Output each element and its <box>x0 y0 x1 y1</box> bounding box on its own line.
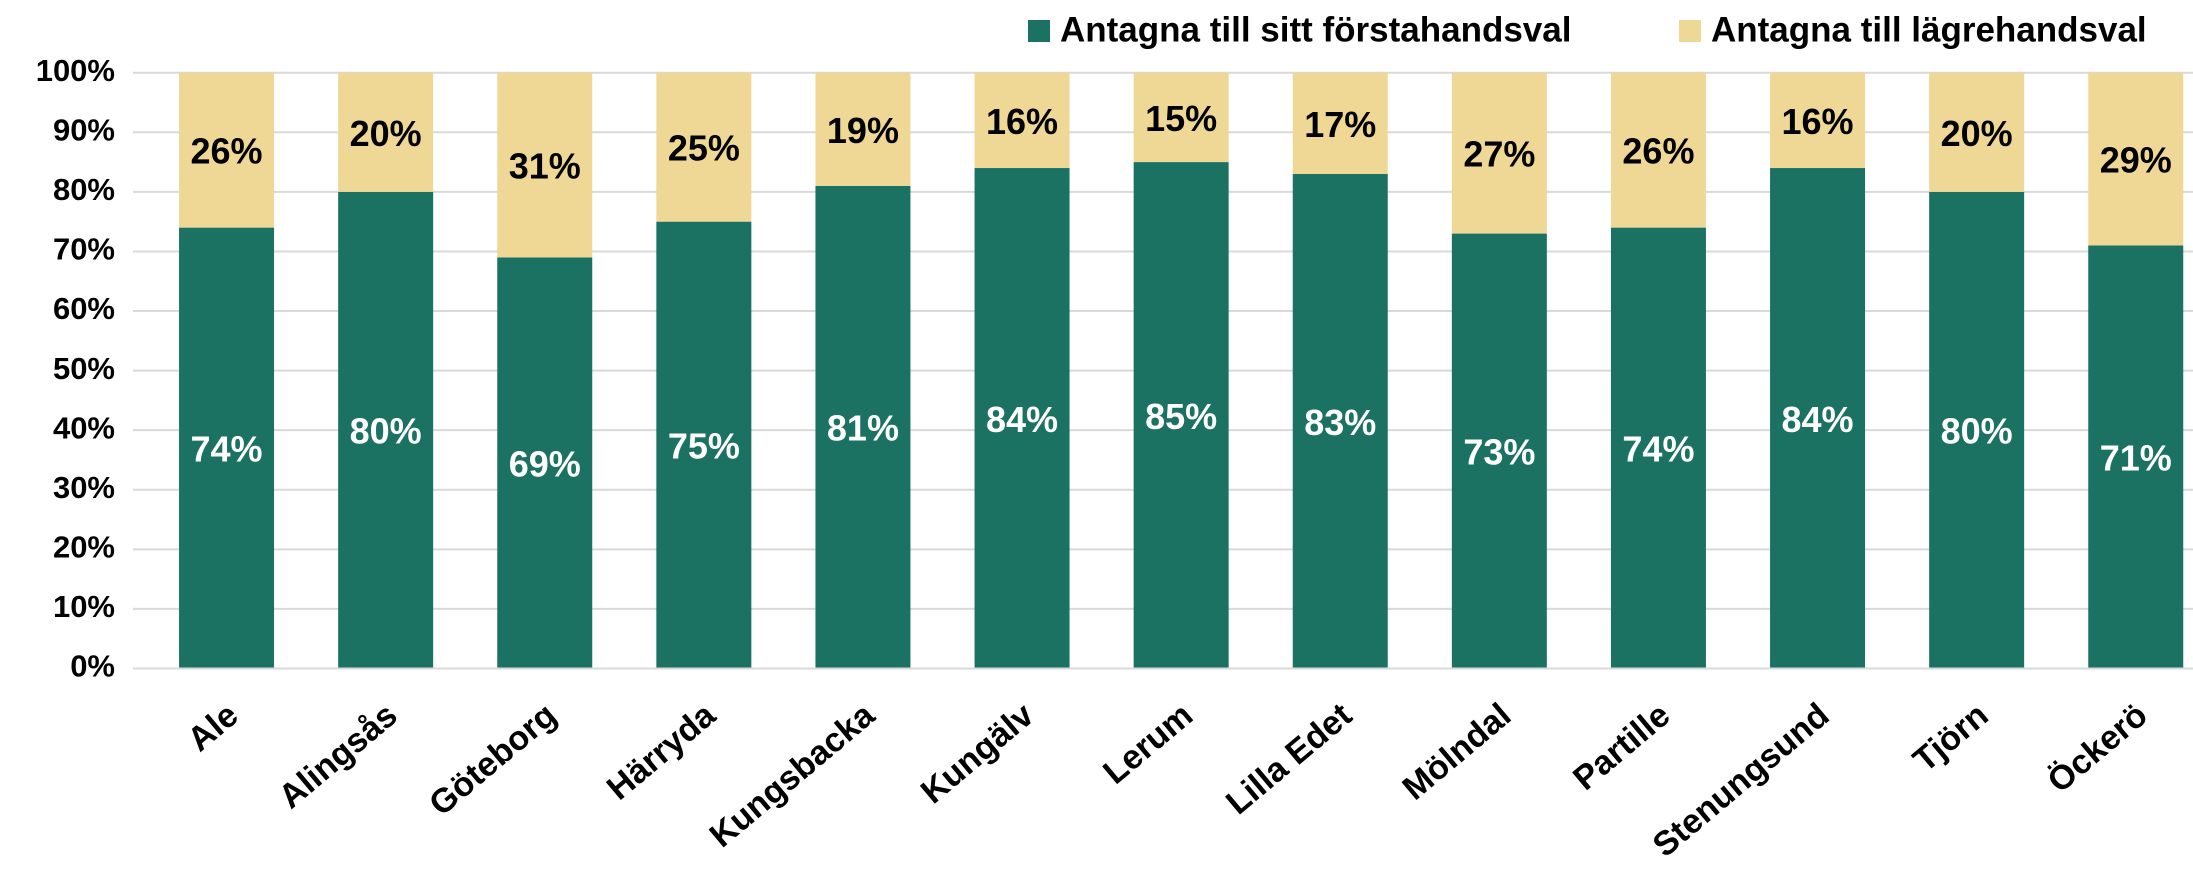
y-tick-label: 20% <box>53 530 115 565</box>
data-label: 85% <box>1145 396 1217 437</box>
bar-segment <box>656 221 752 669</box>
bar-segment <box>338 72 434 192</box>
data-label: 16% <box>1782 101 1854 142</box>
bar-segment <box>815 72 911 186</box>
x-tick-label: Öckerö <box>2040 696 2154 800</box>
bar-segment <box>1610 227 1706 669</box>
bar-segment <box>1770 168 1866 669</box>
legend-label: Antagna till lägrehandsval <box>1711 10 2147 49</box>
y-tick-label: 50% <box>53 351 115 386</box>
bar-segment <box>2088 72 2184 246</box>
data-label: 16% <box>986 101 1058 142</box>
data-label: 80% <box>1941 411 2013 452</box>
data-label: 25% <box>668 128 740 169</box>
data-label: 84% <box>986 399 1058 440</box>
data-label: 75% <box>668 426 740 467</box>
data-label: 26% <box>191 131 263 172</box>
x-tick-label: Partille <box>1566 696 1677 798</box>
bar-segment <box>1929 72 2025 192</box>
data-label: 83% <box>1304 402 1376 443</box>
x-tick-label: Lilla Edet <box>1219 696 1359 822</box>
bar-segment <box>1133 162 1229 669</box>
bar-segment <box>1610 72 1706 228</box>
x-tick-label: Tjörn <box>1906 696 1996 780</box>
data-label: 19% <box>827 110 899 151</box>
y-tick-label: 80% <box>53 172 115 207</box>
data-label: 29% <box>2100 140 2172 181</box>
x-tick-label: Kungälv <box>914 696 1041 811</box>
bar-segment <box>974 168 1070 669</box>
data-label: 69% <box>509 443 581 484</box>
y-tick-label: 70% <box>53 232 115 267</box>
bar-segment <box>1292 72 1388 174</box>
bar-segment <box>1133 72 1229 163</box>
y-tick-label: 100% <box>36 53 115 88</box>
x-tick-label: Ale <box>181 696 246 759</box>
y-tick-label: 30% <box>53 470 115 505</box>
x-tick-label: Stenungsund <box>1646 696 1837 865</box>
bar-segment <box>974 72 1070 169</box>
data-label: 71% <box>2100 438 2172 479</box>
data-label: 74% <box>1622 429 1694 470</box>
data-label: 26% <box>1622 131 1694 172</box>
bar-segment <box>1929 191 2025 669</box>
bar-segment <box>656 72 752 222</box>
legend-swatch <box>1028 20 1050 42</box>
data-label: 80% <box>350 411 422 452</box>
data-label: 84% <box>1782 399 1854 440</box>
legend-label: Antagna till sitt förstahandsval <box>1060 10 1571 49</box>
y-tick-label: 0% <box>70 649 115 684</box>
data-label: 15% <box>1145 98 1217 139</box>
data-label: 20% <box>350 113 422 154</box>
x-tick-label: Alingsås <box>272 696 405 816</box>
y-tick-label: 60% <box>53 291 115 326</box>
y-tick-label: 40% <box>53 410 115 445</box>
data-label: 81% <box>827 408 899 449</box>
x-tick-label: Härryda <box>600 695 724 807</box>
data-label: 74% <box>191 429 263 470</box>
x-tick-label: Lerum <box>1096 696 1200 792</box>
data-label: 17% <box>1304 104 1376 145</box>
bar-segment <box>1451 72 1547 234</box>
bar-segment <box>497 72 593 258</box>
bar-segment <box>815 185 911 669</box>
bar-segment <box>497 257 593 669</box>
data-label: 20% <box>1941 113 2013 154</box>
bar-segment <box>2088 245 2184 669</box>
data-label: 31% <box>509 146 581 187</box>
bar-segment <box>179 72 275 228</box>
x-tick-label: Mölndal <box>1395 696 1518 808</box>
y-tick-label: 10% <box>53 589 115 624</box>
x-tick-label: Kungsbacka <box>703 695 883 855</box>
bar-segment <box>179 227 275 669</box>
y-tick-label: 90% <box>53 112 115 147</box>
x-tick-label: Göteborg <box>422 696 564 823</box>
bar-segment <box>338 191 434 669</box>
legend-swatch <box>1679 20 1701 42</box>
data-label: 27% <box>1463 134 1535 175</box>
bar-segment <box>1451 233 1547 669</box>
bar-segment <box>1292 173 1388 669</box>
data-label: 73% <box>1463 432 1535 473</box>
bar-segment <box>1770 72 1866 169</box>
